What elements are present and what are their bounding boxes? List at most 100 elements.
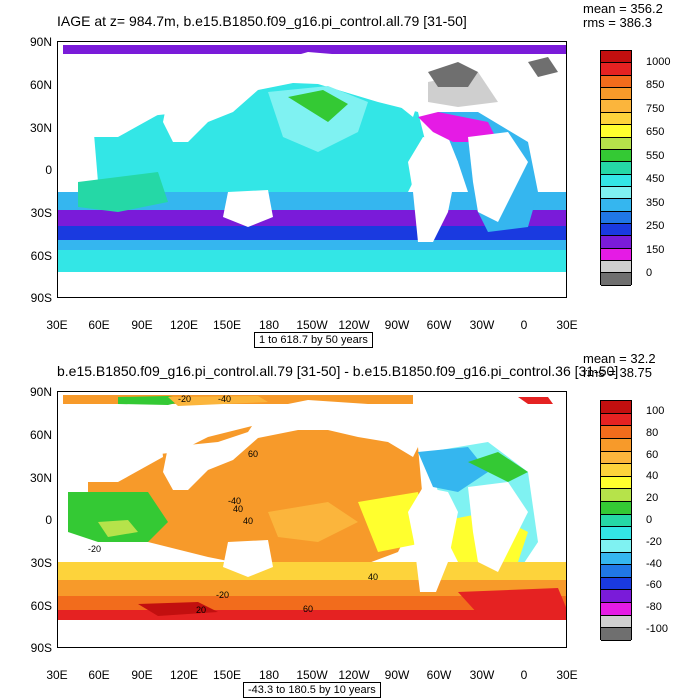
colorbar-swatch xyxy=(601,539,631,553)
lon-label: 120E xyxy=(169,668,199,682)
contour-label: 60 xyxy=(303,604,313,614)
colorbar-swatch xyxy=(601,603,631,616)
colorbar-swatch xyxy=(601,125,631,138)
colorbar-swatch xyxy=(601,112,631,126)
lon-label: 30E xyxy=(556,668,578,682)
colorbar-label: -80 xyxy=(646,601,662,614)
bottom-contour-note: -43.3 to 180.5 by 10 years xyxy=(243,682,381,698)
colorbar-swatch xyxy=(601,186,631,200)
colorbar-swatch xyxy=(601,489,631,502)
colorbar-swatch xyxy=(601,236,631,249)
colorbar-swatch xyxy=(601,149,631,163)
lon-label: 60E xyxy=(88,318,110,332)
lon-label: 150E xyxy=(212,318,242,332)
lat-label-60n: 60N xyxy=(29,428,52,442)
lon-label: 180 xyxy=(258,318,280,332)
colorbar-label: -20 xyxy=(646,535,662,548)
contour-label: 40 xyxy=(368,572,378,582)
colorbar-swatch xyxy=(601,261,631,274)
colorbar-swatch xyxy=(601,100,631,113)
colorbar-swatch xyxy=(601,51,631,64)
colorbar-swatch xyxy=(601,615,631,629)
contour-label: -20 xyxy=(216,590,229,600)
colorbar-label: 550 xyxy=(646,149,665,162)
lat-label-60s: 60S xyxy=(30,249,52,263)
bottom-panel: b.e15.B1850.f09_g16.pi_control.all.79 [3… xyxy=(0,350,700,700)
lon-label: 90W xyxy=(384,668,410,682)
lat-label-30s: 30S xyxy=(30,556,52,570)
colorbar-label: 20 xyxy=(646,492,659,505)
arctic-band xyxy=(63,45,566,54)
lat-label-eq: 0 xyxy=(45,513,52,527)
colorbar-swatch xyxy=(601,476,631,490)
bottom-colorbar xyxy=(600,400,632,641)
contour-label: -20 xyxy=(178,394,191,404)
contour-label: 40 xyxy=(233,504,243,514)
contour-label: 20 xyxy=(196,605,206,615)
contour-label: -40 xyxy=(228,496,241,506)
top-contour-note: 1 to 618.7 by 50 years xyxy=(254,332,373,348)
lat-label-60n: 60N xyxy=(29,78,52,92)
colorbar-swatch xyxy=(601,527,631,540)
top-colorbar xyxy=(600,50,632,286)
lon-label: 150W xyxy=(296,668,328,682)
lon-label: 150E xyxy=(212,668,242,682)
lat-label-90s: 90S xyxy=(30,641,52,655)
top-map-field xyxy=(58,42,566,297)
lon-label: 0 xyxy=(520,668,528,682)
colorbar-label: 40 xyxy=(646,470,659,483)
colorbar-label: 0 xyxy=(646,514,653,526)
bottom-title: b.e15.B1850.f09_g16.pi_control.all.79 [3… xyxy=(57,363,619,379)
colorbar-swatch xyxy=(601,75,631,89)
bottom-map: -20 -40 40 60 -40 40 40 -20 60 -20 20 xyxy=(57,391,567,648)
colorbar-swatch xyxy=(601,413,631,427)
colorbar-label: 450 xyxy=(646,173,665,186)
bottom-rms: rms = 38.75 xyxy=(583,365,653,380)
lat-label-eq: 0 xyxy=(45,163,52,177)
lon-label: 90E xyxy=(131,668,153,682)
colorbar-swatch xyxy=(601,162,631,175)
colorbar-swatch xyxy=(601,438,631,452)
colorbar-swatch xyxy=(601,590,631,603)
lon-label: 30E xyxy=(46,318,68,332)
colorbar-label: 850 xyxy=(646,79,665,92)
lon-label: 30E xyxy=(46,668,68,682)
colorbar-swatch xyxy=(601,88,631,101)
lon-label: 30E xyxy=(556,318,578,332)
colorbar-swatch xyxy=(601,514,631,528)
lon-label: 30W xyxy=(469,668,495,682)
bottom-map-field: -20 -40 40 60 -40 40 40 -20 60 -20 20 xyxy=(58,392,566,647)
top-rms: rms = 386.3 xyxy=(583,15,653,30)
colorbar-swatch xyxy=(601,577,631,591)
lon-label: 30W xyxy=(469,318,495,332)
top-map xyxy=(57,41,567,298)
lon-label: 60W xyxy=(426,318,452,332)
lon-label: 90W xyxy=(384,318,410,332)
colorbar-swatch xyxy=(601,224,631,237)
colorbar-swatch xyxy=(601,137,631,150)
lon-label: 120W xyxy=(338,318,370,332)
colorbar-swatch xyxy=(601,248,631,262)
colorbar-swatch xyxy=(601,199,631,212)
lat-label-90n: 90N xyxy=(29,35,52,49)
colorbar-label: 100 xyxy=(646,404,665,417)
colorbar-swatch xyxy=(601,401,631,414)
lon-label: 60E xyxy=(88,668,110,682)
lon-label: 120E xyxy=(169,318,199,332)
colorbar-swatch xyxy=(601,565,631,578)
colorbar-label: 150 xyxy=(646,243,665,256)
colorbar-label: 80 xyxy=(646,426,659,439)
lon-label: 150W xyxy=(296,318,328,332)
bottom-mean: mean = 32.2 xyxy=(583,351,656,366)
colorbar-swatch xyxy=(601,174,631,187)
colorbar-swatch xyxy=(601,628,631,641)
lat-label-30n: 30N xyxy=(29,471,52,485)
contour-label: -40 xyxy=(218,394,231,404)
colorbar-label: -40 xyxy=(646,557,662,570)
lon-label: 180 xyxy=(258,668,280,682)
lon-label: 0 xyxy=(520,318,528,332)
colorbar-swatch xyxy=(601,502,631,515)
colorbar-swatch xyxy=(601,211,631,225)
colorbar-label: 250 xyxy=(646,220,665,233)
lon-label: 60W xyxy=(426,668,452,682)
